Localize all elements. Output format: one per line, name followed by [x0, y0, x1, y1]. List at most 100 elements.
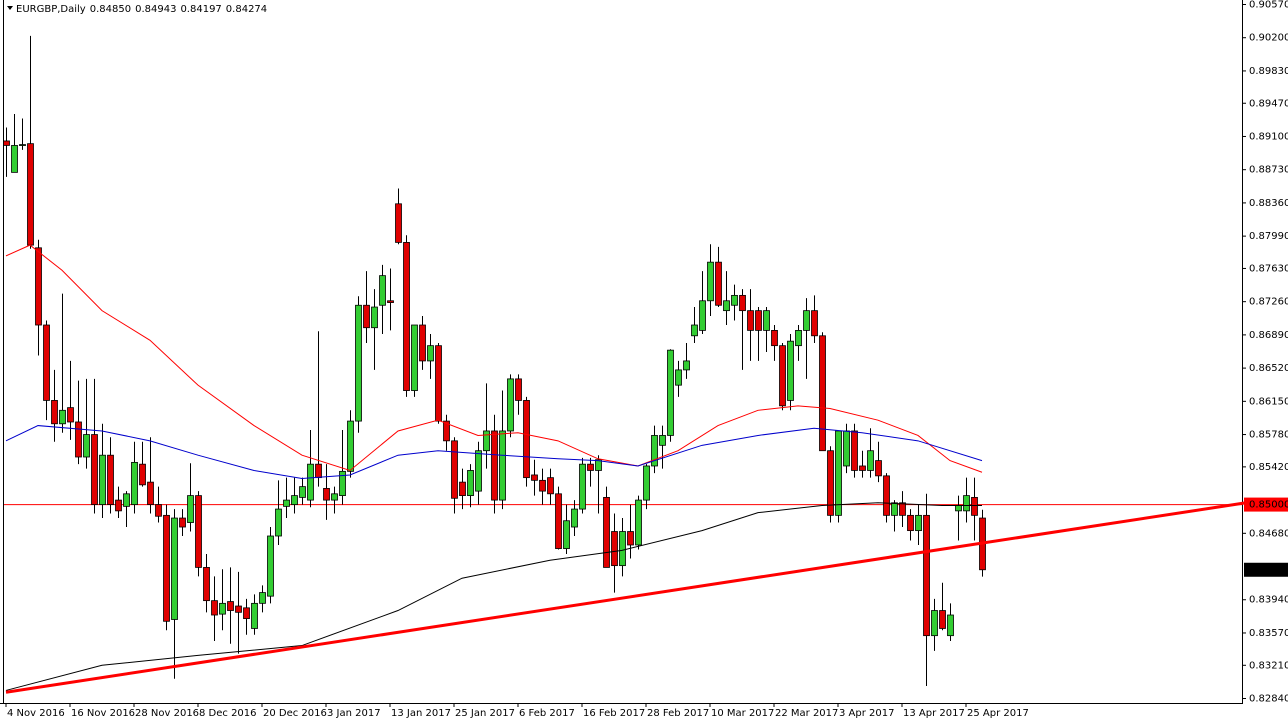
candle-body [739, 294, 746, 312]
candle-body [691, 324, 698, 337]
x-tick-label: 4 Nov 2016 [7, 708, 65, 719]
candle-body [603, 496, 610, 568]
candle-body [459, 481, 466, 497]
candle-body [955, 505, 962, 512]
candle-body [731, 294, 738, 306]
candle-body [635, 499, 642, 546]
candle-body [931, 610, 938, 637]
y-tick-label: 0.83210 [1249, 660, 1288, 671]
y-tick-label: 0.89830 [1249, 66, 1288, 77]
candle-body [27, 143, 34, 246]
candle-body [11, 145, 18, 173]
candle-body [147, 481, 154, 505]
candle-body [243, 607, 250, 620]
low-value: 0.84197 [180, 4, 221, 15]
candle-body [891, 502, 898, 516]
overlay-line [5, 501, 1247, 694]
candle-body [547, 477, 554, 495]
candle-body [387, 300, 394, 303]
candle-body [75, 421, 82, 458]
overlay-line [5, 425, 983, 480]
candle-body [835, 430, 842, 516]
candle-body [859, 465, 866, 471]
candle-body [83, 434, 90, 458]
candle-body [179, 517, 186, 528]
candle-body [3, 140, 10, 146]
y-tick-label: 0.83570 [1249, 628, 1288, 639]
candle-body [395, 203, 402, 243]
candle-body [507, 378, 514, 432]
candle-body [843, 430, 850, 467]
x-tick-label: 13 Jan 2017 [391, 708, 451, 719]
overlay-line [5, 502, 982, 691]
y-tick-label: 0.83940 [1249, 595, 1288, 606]
candle-body [275, 508, 282, 537]
candle-body [899, 502, 906, 516]
candle-body [811, 310, 818, 337]
y-tick-label: 0.87990 [1249, 231, 1288, 242]
candle-body [611, 531, 618, 567]
y-tick-label: 0.85420 [1249, 462, 1288, 473]
candle-body [803, 310, 810, 331]
candle-body [963, 495, 970, 512]
candle-body [523, 400, 530, 479]
candle-body [107, 454, 114, 505]
hline-price-box [1244, 497, 1288, 512]
candle-body [539, 479, 546, 492]
last-price-label: 0.84274 [1249, 565, 1288, 576]
candle-body [851, 430, 858, 471]
candle-body [163, 514, 170, 622]
y-tick-label: 0.86150 [1249, 396, 1288, 407]
candle-body [171, 517, 178, 620]
hline-price-label: 0.85000 [1249, 500, 1288, 511]
y-tick-label: 0.90200 [1249, 33, 1288, 44]
y-tick-label: 0.89470 [1249, 98, 1288, 109]
candle-body [435, 345, 442, 422]
candle-body [875, 460, 882, 477]
y-tick-label: 0.90570 [1249, 0, 1288, 10]
candle-body [411, 324, 418, 391]
candle-body [203, 567, 210, 602]
y-tick-label: 0.86520 [1249, 363, 1288, 374]
candle-body [403, 242, 410, 391]
candle-body [915, 514, 922, 532]
candle-body [867, 450, 874, 471]
candle-body [419, 324, 426, 362]
x-tick-label: 22 Mar 2017 [775, 708, 838, 719]
candle-body [475, 450, 482, 492]
candle-body [339, 470, 346, 497]
candle-body [115, 499, 122, 512]
candle-body [299, 486, 306, 498]
candle-body [723, 300, 730, 312]
candle-body [531, 474, 538, 481]
candle-body [923, 514, 930, 637]
candle-body [43, 324, 50, 401]
candle-body [667, 349, 674, 436]
candle-body [595, 459, 602, 471]
y-tick-label: 0.89100 [1249, 131, 1288, 142]
candle-body [787, 340, 794, 401]
candle-body [51, 400, 58, 425]
x-tick-label: 10 Mar 2017 [711, 708, 774, 719]
x-tick-label: 28 Nov 2016 [135, 708, 199, 719]
candle-body [939, 610, 946, 629]
x-tick-label: 6 Feb 2017 [519, 708, 575, 719]
candle-body [291, 495, 298, 505]
y-tick-label: 0.84680 [1249, 528, 1288, 539]
candle-body [371, 306, 378, 329]
candle-body [227, 601, 234, 611]
candle-body [947, 614, 954, 637]
candle-body [355, 304, 362, 422]
candle-body [123, 493, 130, 507]
candle-body [579, 463, 586, 510]
candle-body [675, 369, 682, 386]
menu-triangle [7, 6, 13, 10]
candle-body [971, 496, 978, 516]
candle-body [515, 378, 522, 401]
candle-body [771, 330, 778, 347]
candle-body [259, 592, 266, 604]
candle-body [307, 463, 314, 501]
